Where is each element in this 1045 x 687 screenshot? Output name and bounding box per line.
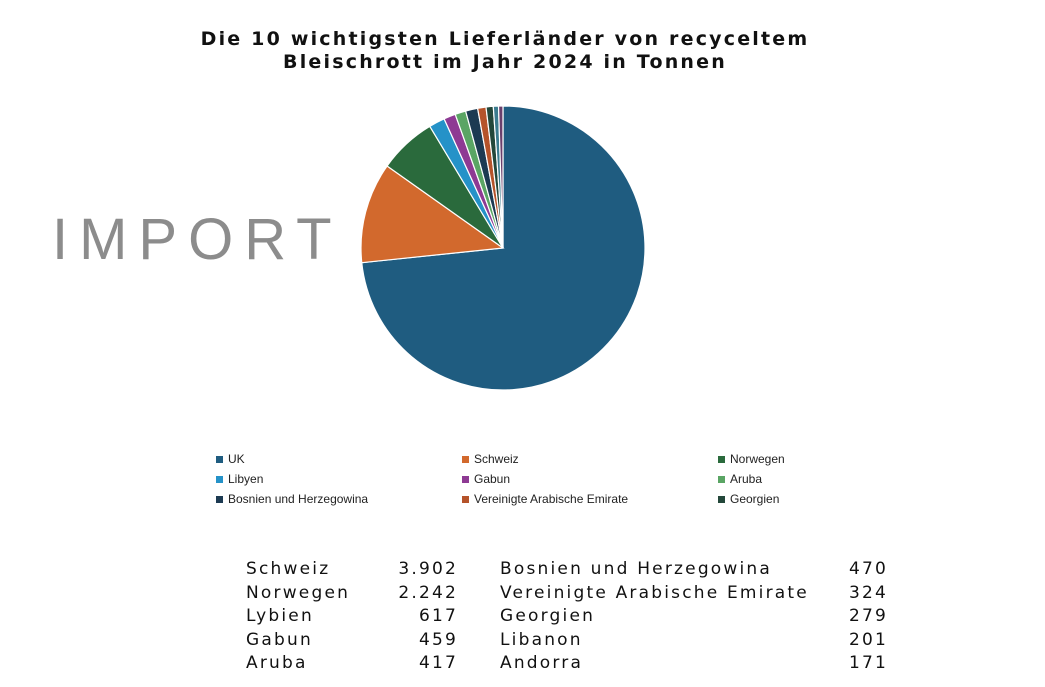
import-label: IMPORT [52, 207, 343, 272]
legend-item-gabun: Gabun [462, 471, 718, 488]
tonnage-value: 3.902 [398, 559, 458, 579]
chart-title-line-2: Bleischrott im Jahr 2024 in Tonnen [283, 51, 727, 73]
country-name: Lybien [246, 606, 314, 626]
pie-slice-schweiz [360, 165, 505, 264]
legend-swatch [462, 496, 469, 503]
legend-swatch [216, 496, 223, 503]
legend-item-bosnien-und-herzegowina: Bosnien und Herzegowina [216, 491, 462, 508]
values-table-left: Schweiz 3.902 Norwegen 2.242 Lybien 617 Gabun 4… [246, 558, 458, 676]
pie-chart [360, 105, 646, 391]
legend-item-aruba: Aruba [718, 471, 856, 488]
chart-title-line-1: Die 10 wichtigsten Lieferländer von recy… [200, 28, 810, 50]
tonnage-value: 171 [848, 653, 888, 673]
country-name: Vereinigte Arabische Emirate [500, 582, 809, 603]
table-row: Gabun 459 [246, 629, 458, 653]
legend-label: Gabun [474, 472, 511, 486]
country-name: Bosnien und Herzegowina [500, 559, 773, 579]
legend-swatch [462, 476, 469, 483]
legend-swatch [718, 456, 725, 463]
tonnage-value: 417 [418, 653, 458, 673]
legend-label: Norwegen [730, 452, 785, 466]
tonnage-value: 617 [418, 606, 458, 626]
table-row: Bosnien und Herzegowina 470 [500, 558, 888, 582]
legend-swatch [718, 476, 725, 483]
table-row: Libanon 201 [500, 629, 888, 653]
legend-item-uk: UK [216, 451, 462, 468]
legend-item-norwegen: Norwegen [718, 451, 856, 468]
country-name: Gabun [246, 629, 313, 650]
country-name: Aruba [246, 653, 308, 673]
tonnage-value: 324 [848, 582, 888, 603]
legend-label: Vereinigte Arabische Emirate [474, 492, 629, 506]
tonnage-value: 201 [848, 629, 888, 650]
table-row: Andorra 171 [500, 652, 888, 676]
table-row: Norwegen 2.242 [246, 582, 458, 606]
table-row: Aruba 417 [246, 652, 458, 676]
legend-swatch [462, 456, 469, 463]
table-row: Georgien 279 [500, 605, 888, 629]
legend-swatch [216, 476, 223, 483]
country-name: Georgien [500, 606, 596, 626]
pie-slice-andorra [497, 105, 504, 249]
tonnage-value: 279 [848, 606, 888, 626]
country-name: Schweiz [246, 559, 331, 579]
table-row: Schweiz 3.902 [246, 558, 458, 582]
table-row: Vereinigte Arabische Emirate 324 [500, 582, 888, 606]
pie-slices [360, 105, 646, 391]
country-name: Libanon [500, 629, 583, 650]
legend-label: Bosnien und Herzegowina [228, 492, 369, 506]
legend-label: Georgien [730, 492, 780, 506]
values-table-right: Bosnien und Herzegowina 470 Vereinigte Ara… [500, 558, 888, 676]
table-row: Lybien 617 [246, 605, 458, 629]
legend-swatch [718, 496, 725, 503]
legend-label: Aruba [730, 472, 763, 486]
legend-item-vereinigte-arabische-emirate: Vereinigte Arabische Emirate [462, 491, 718, 508]
chart-legend: UK Schweiz Norwegen Libyen Gabun Aruba Bosnien… [216, 451, 856, 508]
tonnage-value: 470 [848, 559, 888, 579]
legend-item-schweiz: Schweiz [462, 451, 718, 468]
legend-label: UK [228, 452, 245, 466]
legend-label: Schweiz [474, 452, 519, 466]
legend-label: Libyen [228, 472, 264, 486]
chart-title: Die 10 wichtigsten Lieferländer von recy… [105, 28, 905, 74]
country-name: Andorra [500, 653, 584, 673]
tonnage-value: 2.242 [398, 582, 458, 603]
legend-swatch [216, 456, 223, 463]
country-name: Norwegen [246, 582, 351, 603]
legend-item-libyen: Libyen [216, 471, 462, 488]
legend-item-georgien: Georgien [718, 491, 856, 508]
tonnage-value: 459 [418, 629, 458, 650]
